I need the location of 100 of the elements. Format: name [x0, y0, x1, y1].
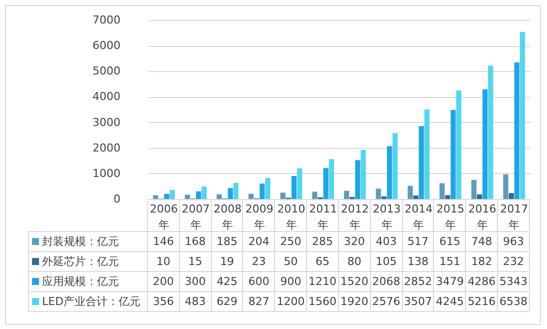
y-tick-label: 1000: [92, 166, 120, 180]
data-label: 146: [148, 232, 180, 252]
bar: [260, 184, 265, 199]
bar: [291, 176, 297, 199]
bar: [323, 168, 328, 199]
data-label: 963: [498, 232, 530, 252]
bar: [360, 150, 366, 199]
bar: [471, 180, 476, 199]
x-tick-label: 2012年: [340, 202, 369, 232]
x-tick-label: 2010年: [277, 202, 306, 232]
data-label: 138: [402, 252, 434, 272]
data-label: 748: [466, 232, 498, 252]
data-label: 827: [242, 292, 275, 312]
data-label: 615: [434, 232, 466, 252]
data-label: 285: [306, 232, 338, 252]
data-label: 2852: [402, 272, 434, 292]
bar: [408, 186, 413, 199]
data-label: 10: [148, 252, 180, 272]
x-tick-label: 2007年: [182, 202, 210, 232]
data-label: 3479: [434, 272, 466, 292]
bar: [386, 146, 392, 199]
data-label: 4286: [466, 272, 498, 292]
bar: [381, 196, 387, 199]
data-label: 151: [434, 252, 466, 272]
bar: [202, 186, 207, 199]
data-label: 1560: [306, 292, 338, 312]
legend-label: 封装规模：亿元: [28, 232, 148, 252]
y-tick-label: 5000: [92, 64, 120, 78]
data-label: 425: [211, 272, 243, 292]
x-tick-label: 2011年: [309, 202, 338, 232]
y-tick-label: 3000: [92, 116, 120, 129]
x-tick-label: 2008年: [214, 202, 242, 232]
data-label: 15: [179, 252, 212, 272]
bar: [488, 66, 494, 199]
bar: [476, 194, 482, 199]
data-label: 483: [179, 292, 212, 312]
bar: [312, 192, 318, 199]
data-label: 403: [370, 232, 402, 252]
bar: [248, 194, 254, 199]
bar: [344, 190, 350, 199]
x-tick-label: 2009年: [245, 202, 274, 232]
y-tick-label: 6000: [92, 39, 120, 52]
bar: [328, 159, 334, 199]
data-label: 185: [211, 232, 243, 252]
data-label: 1520: [338, 272, 370, 292]
data-label: 600: [242, 272, 275, 292]
bar: [508, 193, 514, 199]
data-label: 2576: [370, 292, 402, 312]
y-tick-label: 7000: [92, 14, 120, 26]
data-label: 2068: [370, 272, 402, 292]
bar: [153, 195, 158, 199]
data-label: 50: [274, 252, 307, 272]
x-tick-label: 2006年: [150, 202, 178, 232]
data-label: 168: [179, 232, 212, 252]
bar: [503, 174, 508, 199]
bar: [280, 192, 286, 199]
bar: [520, 32, 525, 199]
data-label: 517: [402, 232, 434, 252]
bar: [482, 89, 488, 199]
data-label: 23: [242, 252, 275, 272]
bar: [355, 160, 360, 199]
data-label: 5216: [466, 292, 498, 312]
legend-label: LED产业合计：亿元: [28, 292, 148, 312]
data-label: 356: [148, 292, 180, 312]
data-label: 320: [338, 232, 370, 252]
bar: [424, 109, 430, 199]
bar: [196, 191, 202, 199]
data-label: 105: [370, 252, 402, 272]
bar: [450, 110, 456, 199]
bar: [164, 194, 170, 199]
bar: [413, 195, 418, 199]
x-tick-label: 2013年: [372, 202, 401, 232]
bar: [228, 188, 233, 199]
bar: [297, 168, 302, 199]
bar: [392, 133, 398, 199]
bar: [418, 126, 424, 199]
data-label: 19: [211, 252, 243, 272]
bar: [456, 90, 462, 199]
x-tick-label: 2014年: [404, 202, 433, 232]
data-label: 300: [179, 272, 212, 292]
data-label: 1920: [338, 292, 370, 312]
data-label: 80: [338, 252, 370, 272]
data-label: 6538: [498, 292, 530, 312]
bar: [440, 183, 445, 199]
data-label: 1200: [274, 292, 307, 312]
y-tick-label: 4000: [92, 90, 120, 104]
y-tick-label: 2000: [92, 141, 120, 154]
data-label: 204: [242, 232, 275, 252]
bar: [445, 195, 450, 199]
data-label: 3507: [402, 292, 434, 312]
data-label: 900: [274, 272, 307, 292]
x-tick-label: 2017年: [500, 202, 528, 232]
bar: [170, 190, 175, 199]
data-label: 1210: [306, 272, 338, 292]
bar: [233, 182, 238, 199]
bar: [265, 178, 270, 199]
data-label: 200: [148, 272, 180, 292]
x-tick-label: 2016年: [468, 202, 496, 232]
legend-label: 外延芯片：亿元: [28, 252, 148, 272]
x-tick-label: 2015年: [436, 202, 464, 232]
